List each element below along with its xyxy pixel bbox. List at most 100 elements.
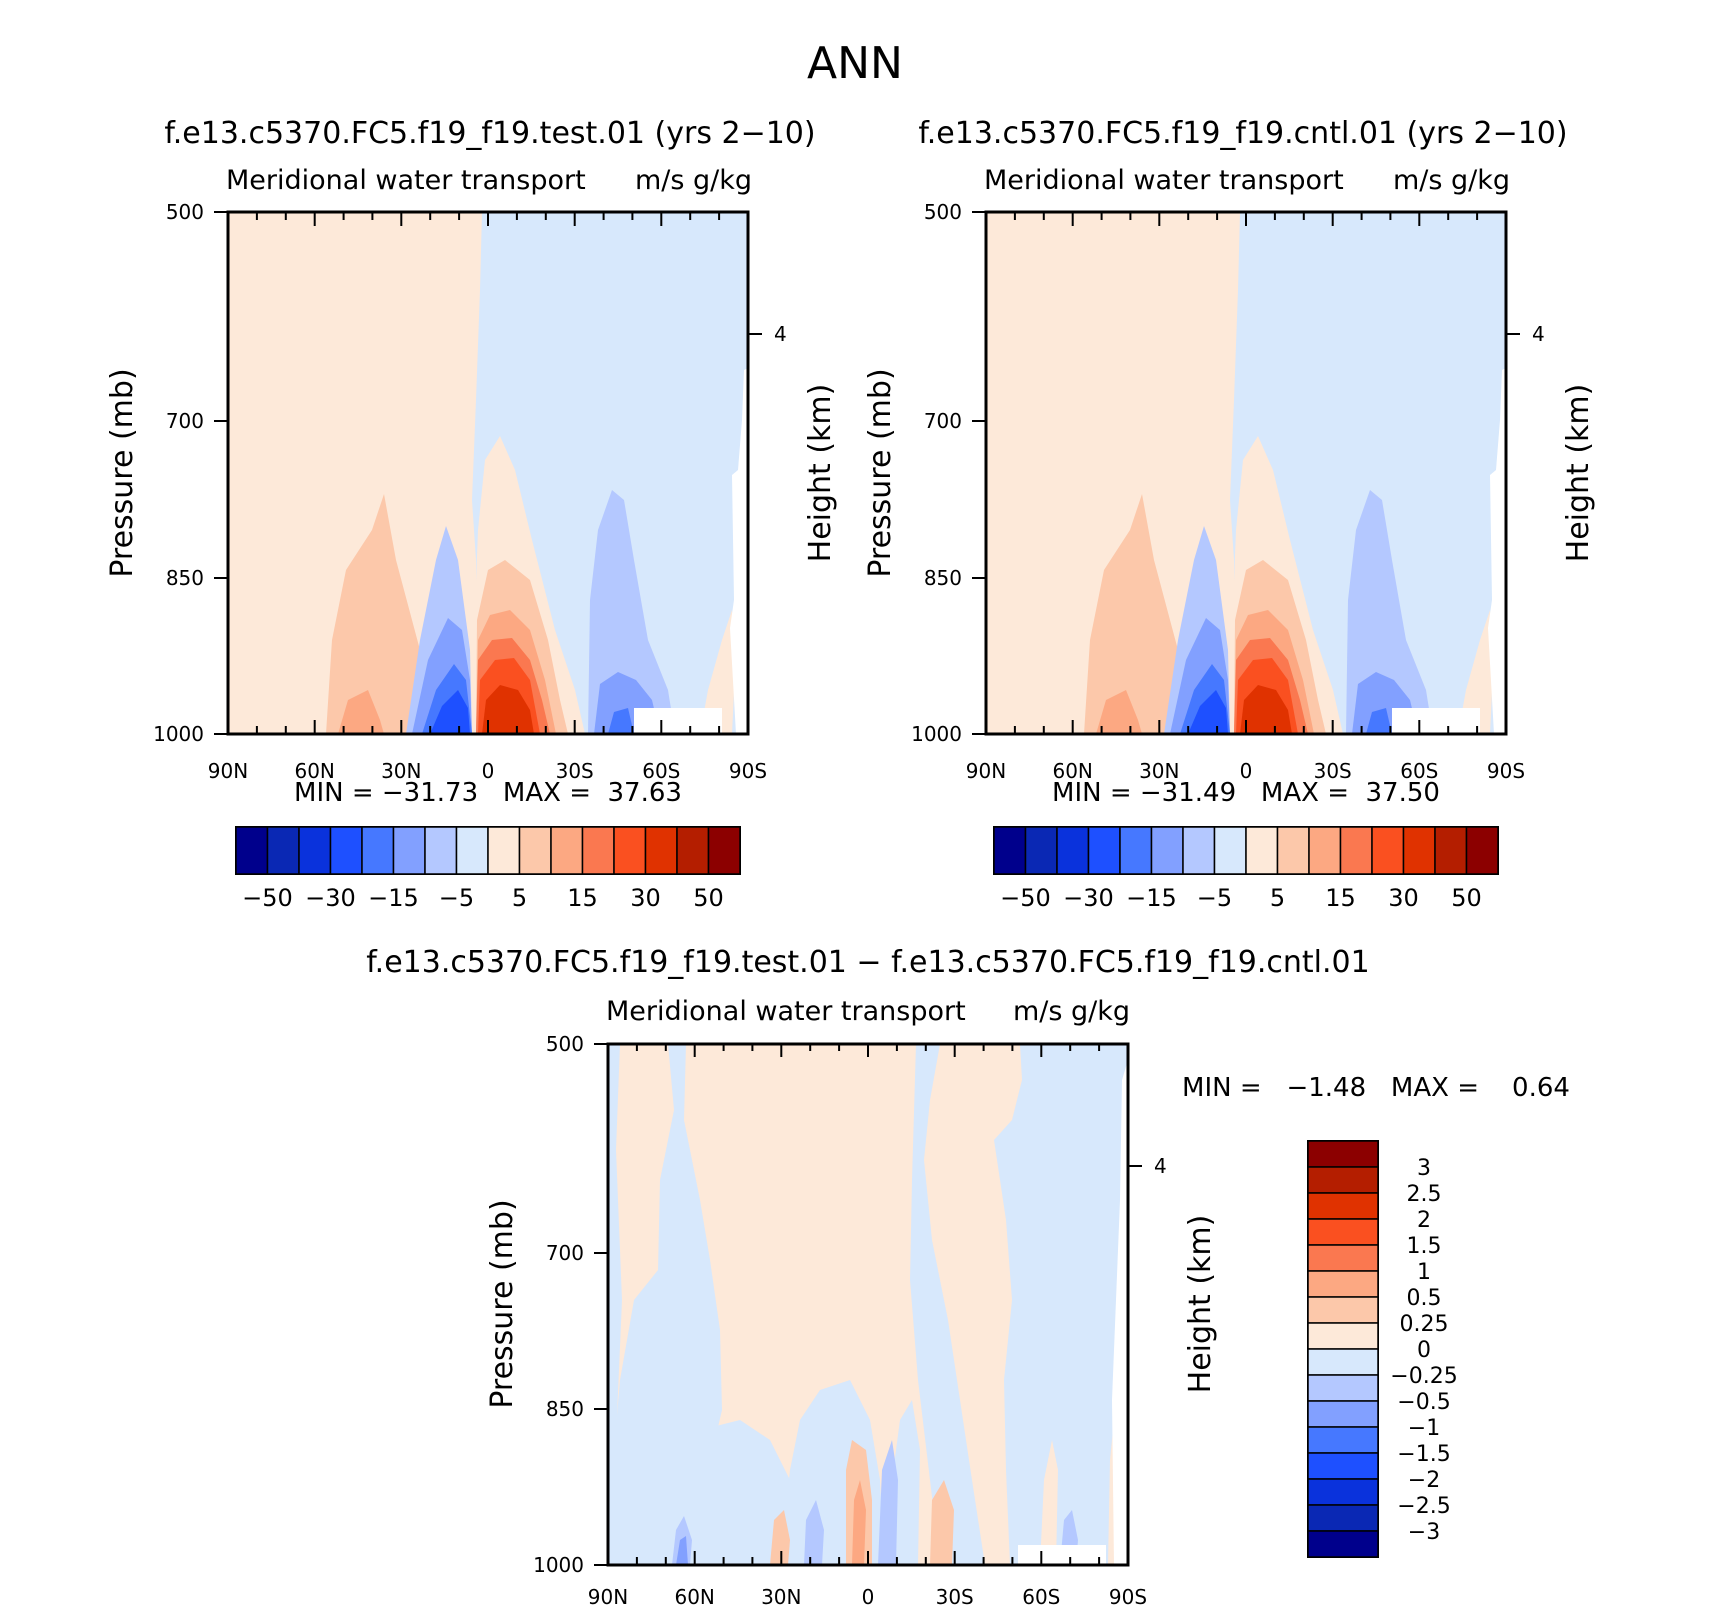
colorbar-swatch (1182, 826, 1216, 875)
colorbar-swatch (581, 826, 615, 875)
colorbar-tick-label: 1 (1417, 1260, 1431, 1285)
contour-band (890, 1400, 920, 1565)
colorbar-swatch (1307, 1374, 1379, 1402)
x-tick-label: 0 (1240, 759, 1253, 783)
colorbar-swatch (993, 826, 1027, 875)
y-tick-label: 500 (166, 200, 204, 224)
y-tick-label: 850 (924, 566, 962, 590)
colorbar-swatch (1213, 826, 1247, 875)
x-tick-label: 30S (1314, 759, 1352, 783)
colorbar-swatch (1434, 826, 1468, 875)
y-axis-label: Pressure (mb) (105, 368, 140, 577)
colorbar-tick-label: 2 (1417, 1208, 1431, 1233)
contour-band (1346, 490, 1433, 734)
colorbar-swatch (455, 826, 489, 875)
colorbar-swatch (1308, 826, 1342, 875)
colorbar-swatch (1307, 1426, 1379, 1454)
colorbar-tick-labels: −50 −30 −15 −5 5 15 30 50 (242, 884, 724, 912)
contour-band (1084, 494, 1186, 734)
colorbar-swatch (1119, 826, 1153, 875)
colorbar-tick-label: 30 (630, 884, 661, 912)
y-tick-label: 700 (546, 1241, 584, 1265)
y-axis-label: Pressure (mb) (863, 368, 898, 577)
colorbar-tick-label: 50 (1451, 884, 1482, 912)
x-tick-label: 90N (966, 759, 1006, 783)
y-right-tick-label: 4 (1154, 1154, 1167, 1178)
colorbar-swatch (329, 826, 363, 875)
x-tick-label: 30N (761, 1585, 801, 1609)
missing-data (1112, 1060, 1128, 1565)
colorbar-swatch (1307, 1478, 1379, 1506)
x-minor-ticks (607, 1043, 1129, 1565)
x-tick-labels: 90N 60N 30N 0 30S 60S 90S (208, 759, 767, 783)
contour-band (608, 708, 634, 734)
colorbar-tick-label: 5 (512, 884, 527, 912)
colorbar (993, 826, 1499, 875)
missing-data (1392, 708, 1480, 734)
x-tick-label: 60S (1022, 1585, 1060, 1609)
contour-band (326, 494, 428, 734)
y-ticks (214, 211, 762, 735)
contour-band (338, 690, 384, 734)
panel-subtitle-left: Meridional water transport (984, 165, 1344, 196)
colorbar-swatch (1307, 1296, 1379, 1324)
y-tick-label: 500 (924, 200, 962, 224)
contour-band (482, 685, 534, 734)
colorbar-swatch (1307, 1244, 1379, 1272)
colorbar-swatch (707, 826, 741, 875)
contour-band (878, 1440, 898, 1565)
colorbar-tick-label: 0.25 (1400, 1312, 1449, 1337)
min-max-label: MIN = −1.48 MAX = 0.64 (1182, 1073, 1570, 1103)
contour-band (676, 1536, 688, 1565)
contour-band (228, 212, 482, 734)
x-minor-ticks (985, 212, 1507, 734)
panel-title: f.e13.c5370.FC5.f19_f19.test.01 (yrs 2−1… (164, 116, 815, 151)
colorbar-swatch (1276, 826, 1310, 875)
colorbar-swatch (1087, 826, 1121, 875)
colorbar-tick-labels: −50 −30 −15 −5 5 15 30 50 (1000, 884, 1482, 912)
contour-band (852, 1480, 866, 1565)
colorbar-swatch (1307, 1192, 1379, 1220)
colorbar-tick-label: −30 (1063, 884, 1114, 912)
x-tick-label: 30S (556, 759, 594, 783)
x-tick-label: 0 (862, 1585, 875, 1609)
colorbar-tick-label: −0.5 (1397, 1390, 1450, 1415)
colorbar-swatch (1024, 826, 1058, 875)
y-tick-labels: 500 700 850 1000 (911, 200, 962, 746)
x-tick-label: 90N (588, 1585, 628, 1609)
colorbar-tick-label: 15 (1325, 884, 1356, 912)
colorbar-tick-label: −1.5 (1397, 1442, 1450, 1467)
x-tick-label: 90S (1109, 1585, 1147, 1609)
y-right-axis-label: Height (km) (1183, 1215, 1218, 1394)
colorbar (1307, 1140, 1379, 1558)
y-tick-label: 1000 (533, 1553, 584, 1577)
x-tick-labels: 90N 60N 30N 0 30S 60S 90S (966, 759, 1525, 783)
y-tick-label: 700 (924, 409, 962, 433)
colorbar-swatch (1402, 826, 1436, 875)
contour-band (770, 1510, 790, 1565)
colorbar-swatch (361, 826, 395, 875)
y-tick-label: 850 (546, 1397, 584, 1421)
colorbar-swatch (1307, 1270, 1379, 1298)
x-minor-ticks (227, 212, 749, 734)
y-ticks (972, 211, 1520, 735)
x-tick-label: 90S (729, 759, 767, 783)
contour-band (1458, 610, 1494, 734)
panel-title: f.e13.c5370.FC5.f19_f19.cntl.01 (yrs 2−1… (918, 116, 1567, 151)
colorbar-tick-label: −5 (1197, 884, 1232, 912)
missing-data (1488, 368, 1506, 734)
y-ticks (594, 1043, 1142, 1566)
colorbar-swatch (1307, 1400, 1379, 1428)
colorbar-tick-label: 30 (1388, 884, 1419, 912)
missing-data (730, 368, 748, 734)
colorbar-swatch (392, 826, 426, 875)
contour-band (910, 1044, 985, 1565)
contour-band (608, 1044, 622, 1565)
contour-band (614, 1044, 722, 1565)
contour-band (1096, 690, 1142, 734)
contour-band (1366, 708, 1392, 734)
colorbar-tick-label: 5 (1270, 884, 1285, 912)
contour-band (986, 212, 1240, 734)
colorbar-tick-label: −2.5 (1397, 1494, 1450, 1519)
